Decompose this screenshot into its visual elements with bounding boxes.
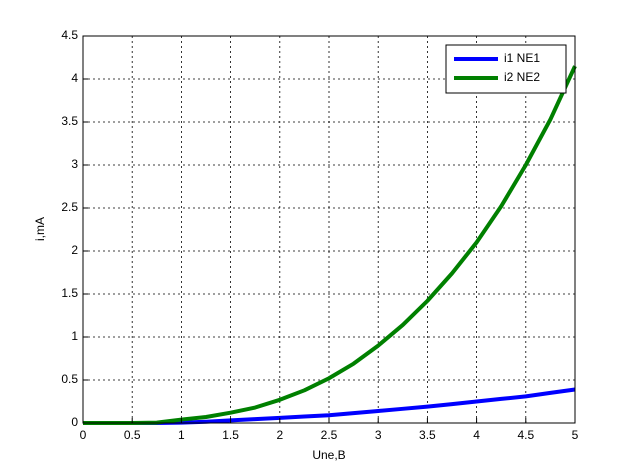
x-tick-label: 2.5 <box>321 428 338 442</box>
x-tick-label: 3.5 <box>419 428 436 442</box>
y-tick-label: 0.5 <box>61 372 78 386</box>
x-tick-label: 4 <box>473 428 480 442</box>
y-tick-label: 2 <box>71 243 78 257</box>
x-tick-label: 4.5 <box>517 428 534 442</box>
x-tick-label: 0 <box>80 428 87 442</box>
y-tick-label: 1.5 <box>61 286 78 300</box>
x-tick-label: 2 <box>276 428 283 442</box>
y-tick-label: 4 <box>71 71 78 85</box>
x-tick-label: 5 <box>572 428 579 442</box>
x-tick-label: 0.5 <box>124 428 141 442</box>
y-tick-label: 3.5 <box>61 114 78 128</box>
x-tick-label: 3 <box>375 428 382 442</box>
legend-label: i1 NE1 <box>504 51 540 65</box>
y-tick-label: 0 <box>71 415 78 429</box>
x-tick-label: 1 <box>178 428 185 442</box>
legend-label: i2 NE2 <box>504 70 540 84</box>
legend: i1 NE1 i2 NE2 <box>445 44 567 94</box>
y-tick-label: 2.5 <box>61 200 78 214</box>
legend-box <box>445 44 567 94</box>
series-line <box>83 65 577 425</box>
x-tick-label: 1.5 <box>222 428 239 442</box>
y-tick-label: 4.5 <box>61 28 78 42</box>
y-tick-label: 1 <box>71 329 78 343</box>
plot-area <box>83 36 575 423</box>
y-tick-label: 3 <box>71 157 78 171</box>
x-axis-label: Une,B <box>312 448 345 462</box>
y-axis-label: i,mA <box>33 217 47 241</box>
